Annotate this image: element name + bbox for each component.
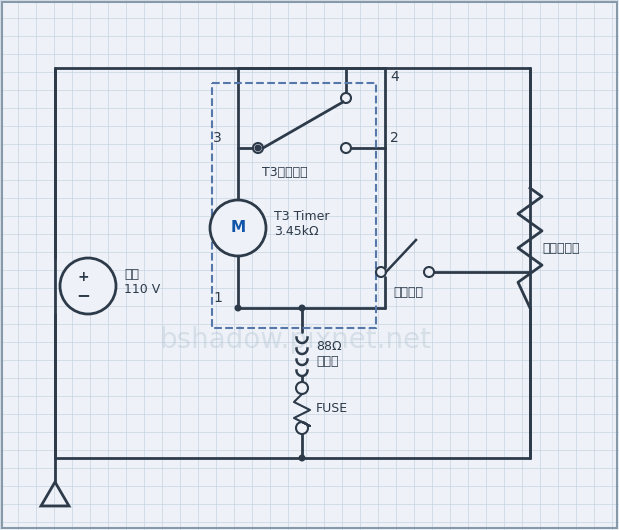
Text: bshadow.pixnet.net: bshadow.pixnet.net [159, 326, 431, 354]
Circle shape [253, 143, 263, 153]
Text: 2: 2 [390, 131, 399, 145]
Text: 電源
110 V: 電源 110 V [124, 268, 160, 296]
Text: 3: 3 [214, 131, 222, 145]
Text: T3 Timer
3.45kΩ: T3 Timer 3.45kΩ [274, 210, 329, 238]
Text: FUSE: FUSE [316, 402, 348, 414]
Circle shape [298, 455, 306, 462]
Text: 4: 4 [390, 70, 399, 84]
Text: +: + [77, 270, 89, 284]
Circle shape [235, 305, 241, 312]
Text: 88Ω
電熱絲: 88Ω 電熱絲 [316, 340, 342, 368]
Circle shape [298, 305, 306, 312]
Circle shape [254, 145, 261, 152]
Text: T3切換阀關: T3切換阀關 [262, 166, 308, 179]
Circle shape [424, 267, 434, 277]
Circle shape [376, 267, 386, 277]
Circle shape [296, 422, 308, 434]
Circle shape [60, 258, 116, 314]
Text: 溫度阀關: 溫度阀關 [393, 286, 423, 298]
Text: M: M [230, 220, 246, 235]
Text: 1: 1 [213, 291, 222, 305]
Text: −: − [76, 286, 90, 304]
Text: 壓縮機負載: 壓縮機負載 [542, 242, 579, 254]
Circle shape [341, 143, 351, 153]
Circle shape [296, 382, 308, 394]
Circle shape [341, 93, 351, 103]
Circle shape [210, 200, 266, 256]
